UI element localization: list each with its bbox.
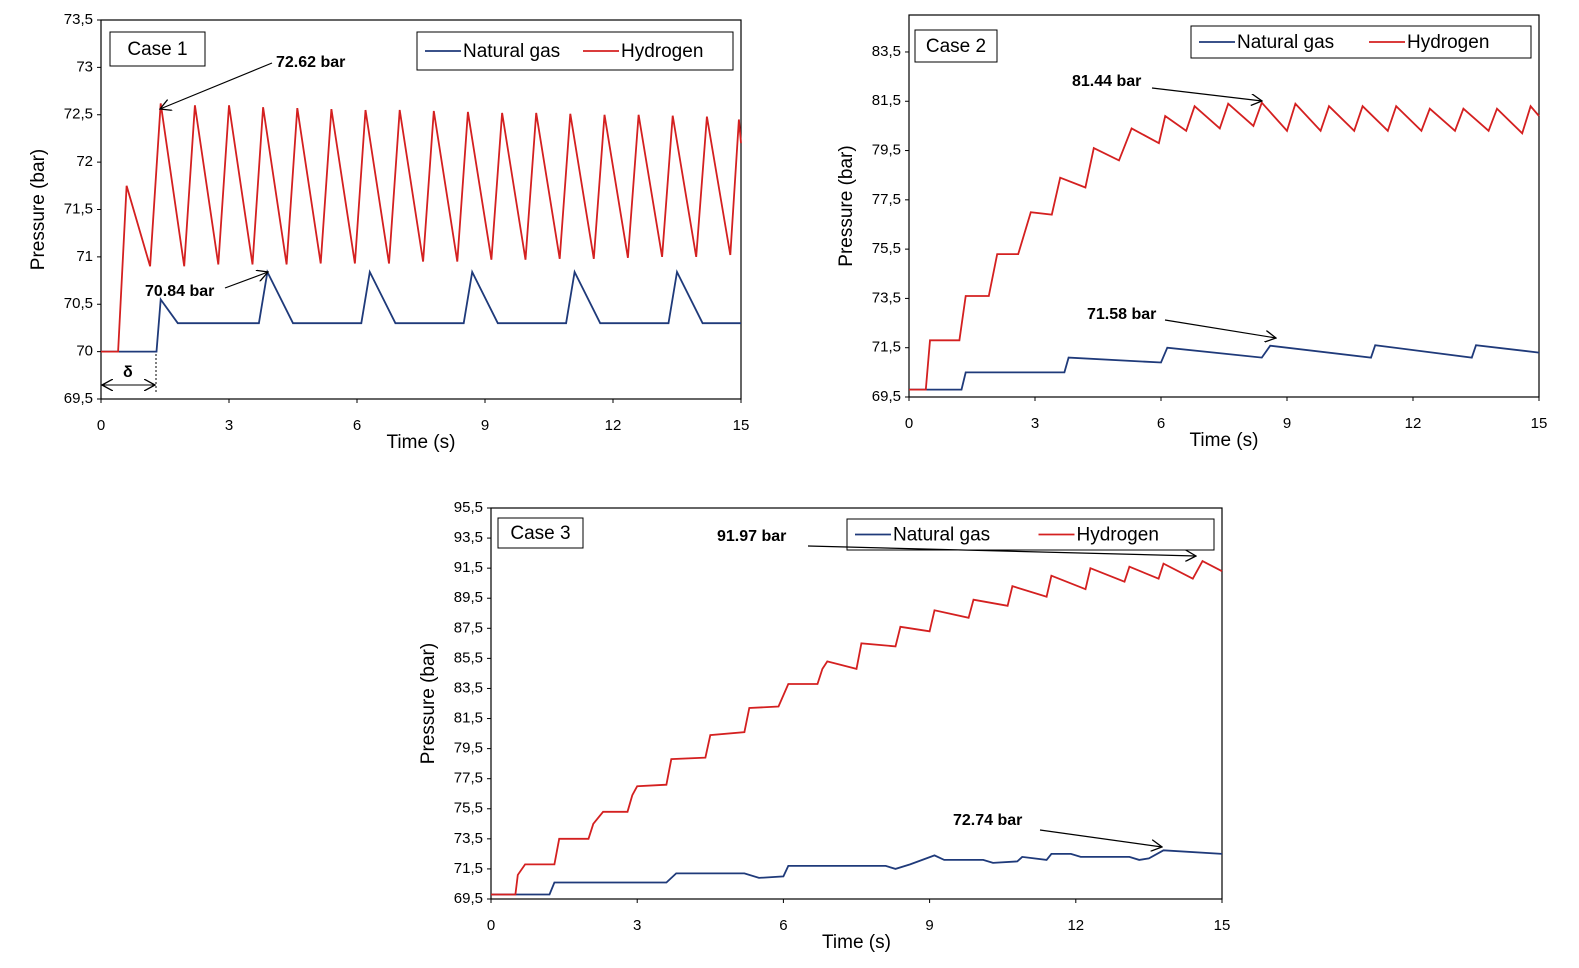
y-tick-label: 73,5: [872, 289, 901, 306]
legend-label: Hydrogen: [1407, 32, 1489, 53]
y-tick-label: 87,5: [454, 619, 483, 636]
annotation: δ: [123, 364, 133, 381]
x-tick-label: 9: [925, 917, 933, 934]
y-tick-label: 91,5: [454, 559, 483, 576]
plot-frame: [100, 19, 742, 400]
y-tick-label: 71,5: [454, 860, 483, 877]
annotation: 71.58 bar: [1087, 306, 1156, 323]
y-tick-label: 77,5: [872, 191, 901, 208]
case-box: [497, 517, 584, 549]
y-tick-label: 71,5: [64, 200, 93, 217]
annotation-arrow: [1039, 829, 1162, 847]
y-axis-label: Pressure (bar): [418, 643, 439, 764]
y-tick-label: 70,5: [64, 295, 93, 312]
y-tick-label: 72: [76, 153, 93, 170]
legend-label: Hydrogen: [1077, 525, 1159, 546]
annotation-arrow: [1151, 87, 1262, 101]
case-box: [914, 29, 998, 63]
y-tick-label: 81,5: [454, 710, 483, 727]
y-tick-label: 75,5: [454, 800, 483, 817]
x-tick-label: 6: [1157, 415, 1165, 432]
x-tick-label: 15: [733, 417, 750, 434]
case-box: [109, 31, 206, 67]
annotation: 70.84 bar: [145, 283, 214, 300]
y-tick-label: 83,5: [872, 43, 901, 60]
x-tick-label: 3: [633, 917, 641, 934]
plot-frame: [908, 14, 1540, 398]
annotation: 72.74 bar: [953, 812, 1022, 829]
data-line: [101, 269, 741, 353]
case-label: Case 2: [926, 36, 986, 57]
y-tick-label: 93,5: [454, 529, 483, 546]
data-line: [909, 344, 1540, 391]
y-tick-label: 73,5: [454, 830, 483, 847]
y-tick-label: 83,5: [454, 679, 483, 696]
x-tick-label: 3: [1031, 415, 1039, 432]
y-tick-label: 77,5: [454, 770, 483, 787]
chart-panel: 69,5 71,5 73,5 75,5 77,5 79,5 81,5 83,5 0 3 6 9 12 15…: [836, 14, 1548, 451]
x-axis-label: Time (s): [822, 932, 891, 953]
annotation-arrow: [224, 272, 268, 289]
data-line: [491, 559, 1223, 896]
annotation: 91.97 bar: [717, 528, 786, 545]
legend-label: Hydrogen: [621, 41, 703, 62]
x-tick-label: 0: [905, 415, 913, 432]
y-tick-label: 79,5: [872, 142, 901, 159]
legend-label: Natural gas: [463, 41, 560, 62]
y-tick-label: 81,5: [872, 92, 901, 109]
y-tick-label: 89,5: [454, 589, 483, 606]
y-tick-label: 75,5: [872, 240, 901, 257]
chart-panel: 69,5 70 70,5 71 71,5 72 72,5 73 73,5 0 3 6 9 12 15 Time…: [28, 11, 749, 453]
legend-box: [416, 31, 734, 71]
x-tick-label: 9: [1283, 415, 1291, 432]
data-line: [101, 103, 742, 353]
annotation-arrow: [160, 62, 273, 109]
y-tick-label: 73: [76, 58, 93, 75]
x-tick-label: 3: [225, 417, 233, 434]
y-tick-label: 69,5: [872, 388, 901, 405]
annotation: 81.44 bar: [1072, 73, 1141, 90]
y-tick-label: 69,5: [64, 390, 93, 407]
legend-label: Natural gas: [893, 525, 990, 546]
case-label: Case 3: [510, 523, 570, 544]
x-axis-label: Time (s): [387, 432, 456, 453]
y-tick-label: 73,5: [64, 11, 93, 28]
y-tick-label: 79,5: [454, 740, 483, 757]
x-tick-label: 12: [1067, 917, 1084, 934]
x-tick-label: 12: [605, 417, 622, 434]
y-tick-label: 71,5: [872, 339, 901, 356]
x-tick-label: 6: [353, 417, 361, 434]
y-tick-label: 70: [76, 343, 93, 360]
annotation: 72.62 bar: [276, 54, 345, 71]
y-tick-label: 69,5: [454, 890, 483, 907]
x-tick-label: 0: [97, 417, 105, 434]
y-axis-label: Pressure (bar): [836, 145, 857, 266]
x-tick-label: 12: [1405, 415, 1422, 432]
data-line: [909, 100, 1540, 391]
y-tick-label: 72,5: [64, 106, 93, 123]
chart-panel: 69,5 71,5 73,5 75,5 77,5 79,5 81,5 83,5 85,5 87,5…: [418, 499, 1230, 953]
legend-box: [1190, 25, 1532, 59]
annotation-arrow: [1164, 319, 1276, 338]
y-tick-label: 95,5: [454, 499, 483, 516]
x-tick-label: 15: [1531, 415, 1548, 432]
case-label: Case 1: [127, 39, 187, 60]
x-tick-label: 0: [487, 917, 495, 934]
x-tick-label: 6: [779, 917, 787, 934]
y-axis-label: Pressure (bar): [28, 149, 49, 270]
plot-frame: [490, 507, 1223, 900]
y-tick-label: 85,5: [454, 649, 483, 666]
x-axis-label: Time (s): [1190, 430, 1259, 451]
y-tick-label: 71: [76, 248, 93, 265]
x-tick-label: 15: [1214, 917, 1231, 934]
legend-box: [846, 518, 1215, 551]
x-tick-label: 9: [481, 417, 489, 434]
annotation-arrow: [807, 545, 1196, 556]
legend-label: Natural gas: [1237, 32, 1334, 53]
data-line: [491, 849, 1223, 896]
